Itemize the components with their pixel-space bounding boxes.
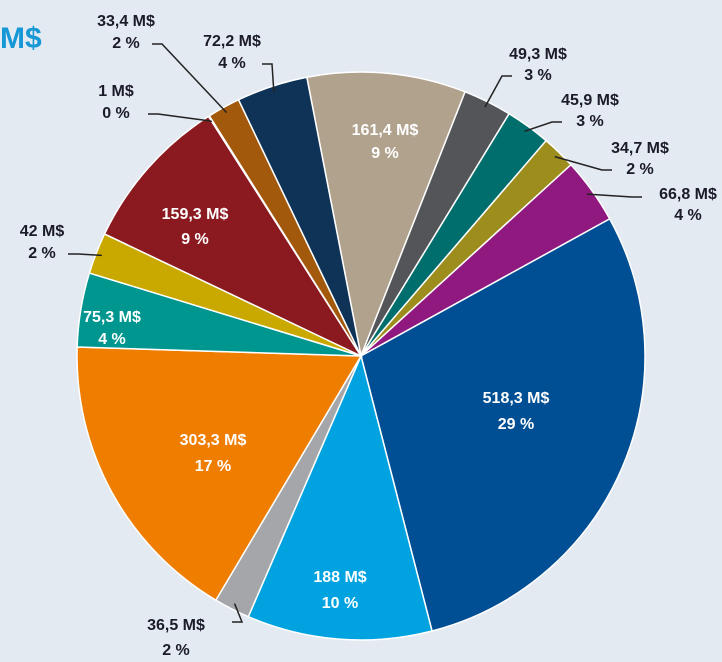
value-label: 1 M$ [98,83,134,100]
chart-title: M$ [0,22,42,55]
percent-label: 3 % [524,67,552,84]
value-label: 36,5 M$ [147,617,205,634]
value-label: 42 M$ [20,223,65,240]
value-label: 75,3 M$ [83,309,141,326]
percent-label: 4 % [98,331,126,348]
value-label: 303,3 M$ [180,432,247,449]
value-label: 72,2 M$ [203,33,261,50]
slice [103,115,364,358]
leader-line [232,603,244,623]
value-label: 34,7 M$ [611,140,669,157]
value-label: 45,9 M$ [561,92,619,109]
leader-line [148,113,213,122]
percent-label: 2 % [162,642,190,659]
leader-line [152,43,228,114]
percent-label: 29 % [498,416,534,433]
percent-label: 0 % [102,105,130,122]
percent-label: 2 % [28,245,56,262]
value-label: 49,3 M$ [509,46,567,63]
leader-line [68,253,102,257]
slice [360,217,646,632]
leader-line [262,63,275,93]
slice [76,346,363,602]
percent-label: 9 % [371,145,399,162]
value-label: 188 M$ [313,569,366,586]
percent-label: 2 % [626,161,654,178]
percent-label: 4 % [218,55,246,72]
leader-line [586,193,642,198]
percent-label: 3 % [576,113,604,130]
slice [305,71,467,359]
value-label: 66,8 M$ [659,186,717,203]
value-label: 33,4 M$ [97,13,155,30]
percent-label: 2 % [112,35,140,52]
percent-label: 17 % [195,458,231,475]
leader-line [524,121,562,132]
percent-label: 10 % [322,595,358,612]
percent-label: 9 % [181,231,209,248]
slice [237,76,362,357]
value-label: 159,3 M$ [162,206,229,223]
leader-line [554,155,612,171]
value-label: 518,3 M$ [483,390,550,407]
percent-label: 4 % [674,207,702,224]
leader-line [484,75,512,108]
slice [247,353,433,641]
value-label: 161,4 M$ [352,122,419,139]
